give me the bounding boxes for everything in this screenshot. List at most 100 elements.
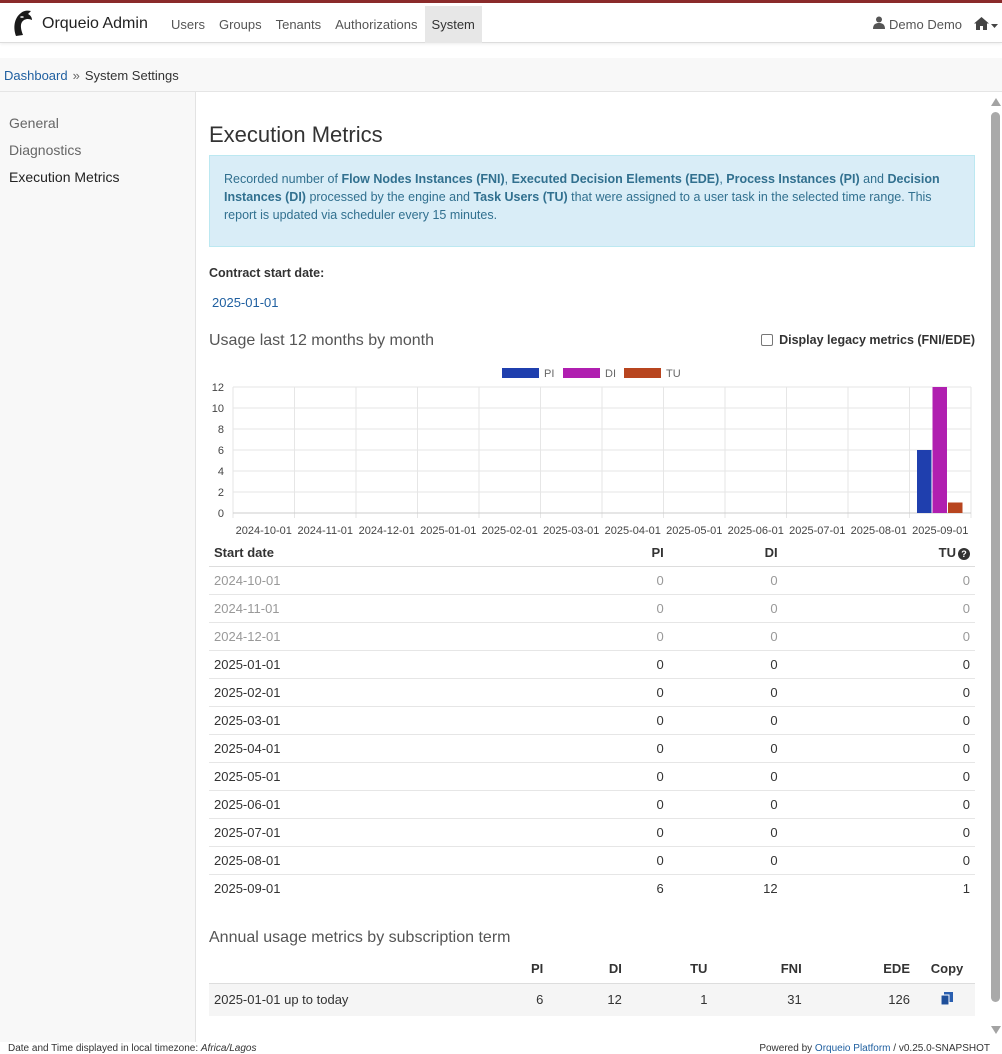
info-term-di: Decision Instances (DI) [224,172,940,204]
contract-start-date[interactable]: 2025-01-01 [212,295,279,310]
table-row: 2025-08-01 0 0 0 [209,846,975,875]
info-text: , [719,172,727,186]
tu-cell: 0 [782,734,975,763]
table-row: 2025-05-01 0 0 0 [209,762,975,791]
tu-cell: 1 [630,983,717,1016]
info-term-pi: Process Instances (PI) [726,172,860,186]
nav-groups[interactable]: Groups [218,17,262,32]
legend-swatch [502,368,539,378]
nav-system[interactable]: System [424,6,482,43]
x-tick-label: 2025-01-01 [420,525,476,537]
user-name: Demo Demo [889,17,962,32]
tu-cell: 0 [782,650,975,679]
copy-clipboard-icon[interactable] [940,991,953,1008]
powered-prefix: Powered by [759,1043,815,1054]
info-alert: Recorded number of Flow Nodes Instances … [209,155,975,247]
di-cell: 12 [552,983,631,1016]
info-text: and [859,172,888,186]
brand[interactable]: Orqueio Admin [10,7,148,41]
powered-by: Powered by Orqueio Platform / v0.25.0-SN… [759,1043,990,1054]
info-term-fni: Flow Nodes Instances (FNI) [341,172,505,186]
tu-cell: 0 [782,762,975,791]
pi-cell: 0 [564,622,669,651]
di-cell: 12 [763,880,778,896]
scroll-down-arrow-icon[interactable] [991,1026,1001,1034]
table-row: 2025-07-01 0 0 0 [209,818,975,847]
nav-tenants[interactable]: Tenants [275,17,322,32]
col-pi: PI [564,539,669,567]
usage-bar-chart: PI DI TU 0 2 4 6 8 10 12 2024-10-01 2024-11-01 2024-… [212,368,972,537]
pi-cell: 0 [564,818,669,847]
timezone-note: Date and Time displayed in local timezon… [8,1043,256,1054]
vertical-scrollbar[interactable] [989,96,1002,1036]
sidebar-item-execution-metrics[interactable]: Execution Metrics [9,169,120,185]
term-cell: 2025-01-01 up to today [209,983,479,1016]
x-tick-label: 2024-12-01 [359,525,415,537]
sidebar-item-diagnostics[interactable]: Diagnostics [9,142,82,158]
legacy-metrics-toggle[interactable]: Display legacy metrics (FNI/EDE) [761,333,975,347]
x-tick-label: 2025-09-01 [912,525,968,537]
table-row: 2024-12-01 0 0 0 [209,622,975,651]
scroll-up-arrow-icon[interactable] [991,98,1001,106]
pi-cell: 0 [564,846,669,875]
col-di: DI [668,539,783,567]
table-row: 2025-01-01 up to today 6 12 1 31 126 [209,983,975,1016]
table-row: 2025-03-01 0 0 0 [209,706,975,735]
breadcrumb-dashboard-link[interactable]: Dashboard [4,68,68,83]
legend-label: PI [544,368,554,380]
legend-swatch [624,368,661,378]
platform-link[interactable]: Orqueio Platform [814,1043,891,1054]
brand-title: Orqueio Admin [42,15,148,32]
start-date-cell: 2024-11-01 [209,594,565,623]
timezone-prefix: Date and Time displayed in local timezon… [8,1043,201,1054]
copy-cell [919,983,975,1016]
sidebar: General Diagnostics Execution Metrics [0,92,196,1042]
bar-di [932,387,947,513]
breadcrumb-current: System Settings [84,68,179,83]
start-date-cell: 2025-08-01 [209,846,565,875]
start-date-cell: 2025-02-01 [209,678,565,707]
start-date-cell: 2025-06-01 [209,790,565,819]
legacy-metrics-checkbox[interactable] [761,334,774,346]
start-date-cell: 2025-05-01 [209,762,565,791]
x-tick-label: 2025-05-01 [666,525,722,537]
di-cell: 0 [668,818,783,847]
x-tick-label: 2025-06-01 [728,525,784,537]
user-menu[interactable]: Demo Demo [873,6,962,43]
tu-cell: 1 [962,880,970,896]
col-tu: TU [630,955,717,984]
di-cell: 0 [668,678,783,707]
annual-usage-title: Annual usage metrics by subscription ter… [209,929,511,946]
col-tu-label: TU [938,544,956,560]
di-cell: 0 [668,622,783,651]
help-icon[interactable]: ? [958,547,970,560]
info-text: , [504,172,512,186]
y-tick-label: 6 [218,445,224,457]
start-date-cell: 2025-07-01 [209,818,565,847]
col-tu: TU? [782,539,975,567]
x-tick-label: 2025-02-01 [482,525,538,537]
monthly-metrics-table: Start date PI DI TU? 2024-10-01 0 0 0 2024-1… [209,539,975,902]
nav-authorizations[interactable]: Authorizations [335,17,418,32]
table-row: 2025-01-01 0 0 0 [209,650,975,679]
scroll-thumb[interactable] [991,112,1000,1002]
home-menu[interactable] [974,6,998,43]
timezone-value: Africa/Lagos [200,1043,257,1054]
table-row: 2025-04-01 0 0 0 [209,734,975,763]
y-tick-label: 12 [212,382,224,394]
bar-pi [917,450,932,513]
table-row: 2025-02-01 0 0 0 [209,678,975,707]
page-title: Execution Metrics [209,122,383,147]
breadcrumb-separator: » [72,68,80,83]
di-cell: 0 [668,650,783,679]
ede-cell: 126 [810,983,919,1016]
nav-users[interactable]: Users [171,17,205,32]
annual-metrics-table: PI DI TU FNI EDE Copy 2025-01-01 up to t… [209,955,975,1016]
fni-cell: 31 [716,983,811,1016]
start-date-cell: 2025-09-01 [214,880,281,896]
tu-cell: 0 [782,622,975,651]
sidebar-item-general[interactable]: General [9,115,59,131]
start-date-cell: 2025-01-01 [209,650,565,679]
tu-cell: 0 [782,790,975,819]
table-row: 2025-09-01 6 12 1 [209,874,975,902]
